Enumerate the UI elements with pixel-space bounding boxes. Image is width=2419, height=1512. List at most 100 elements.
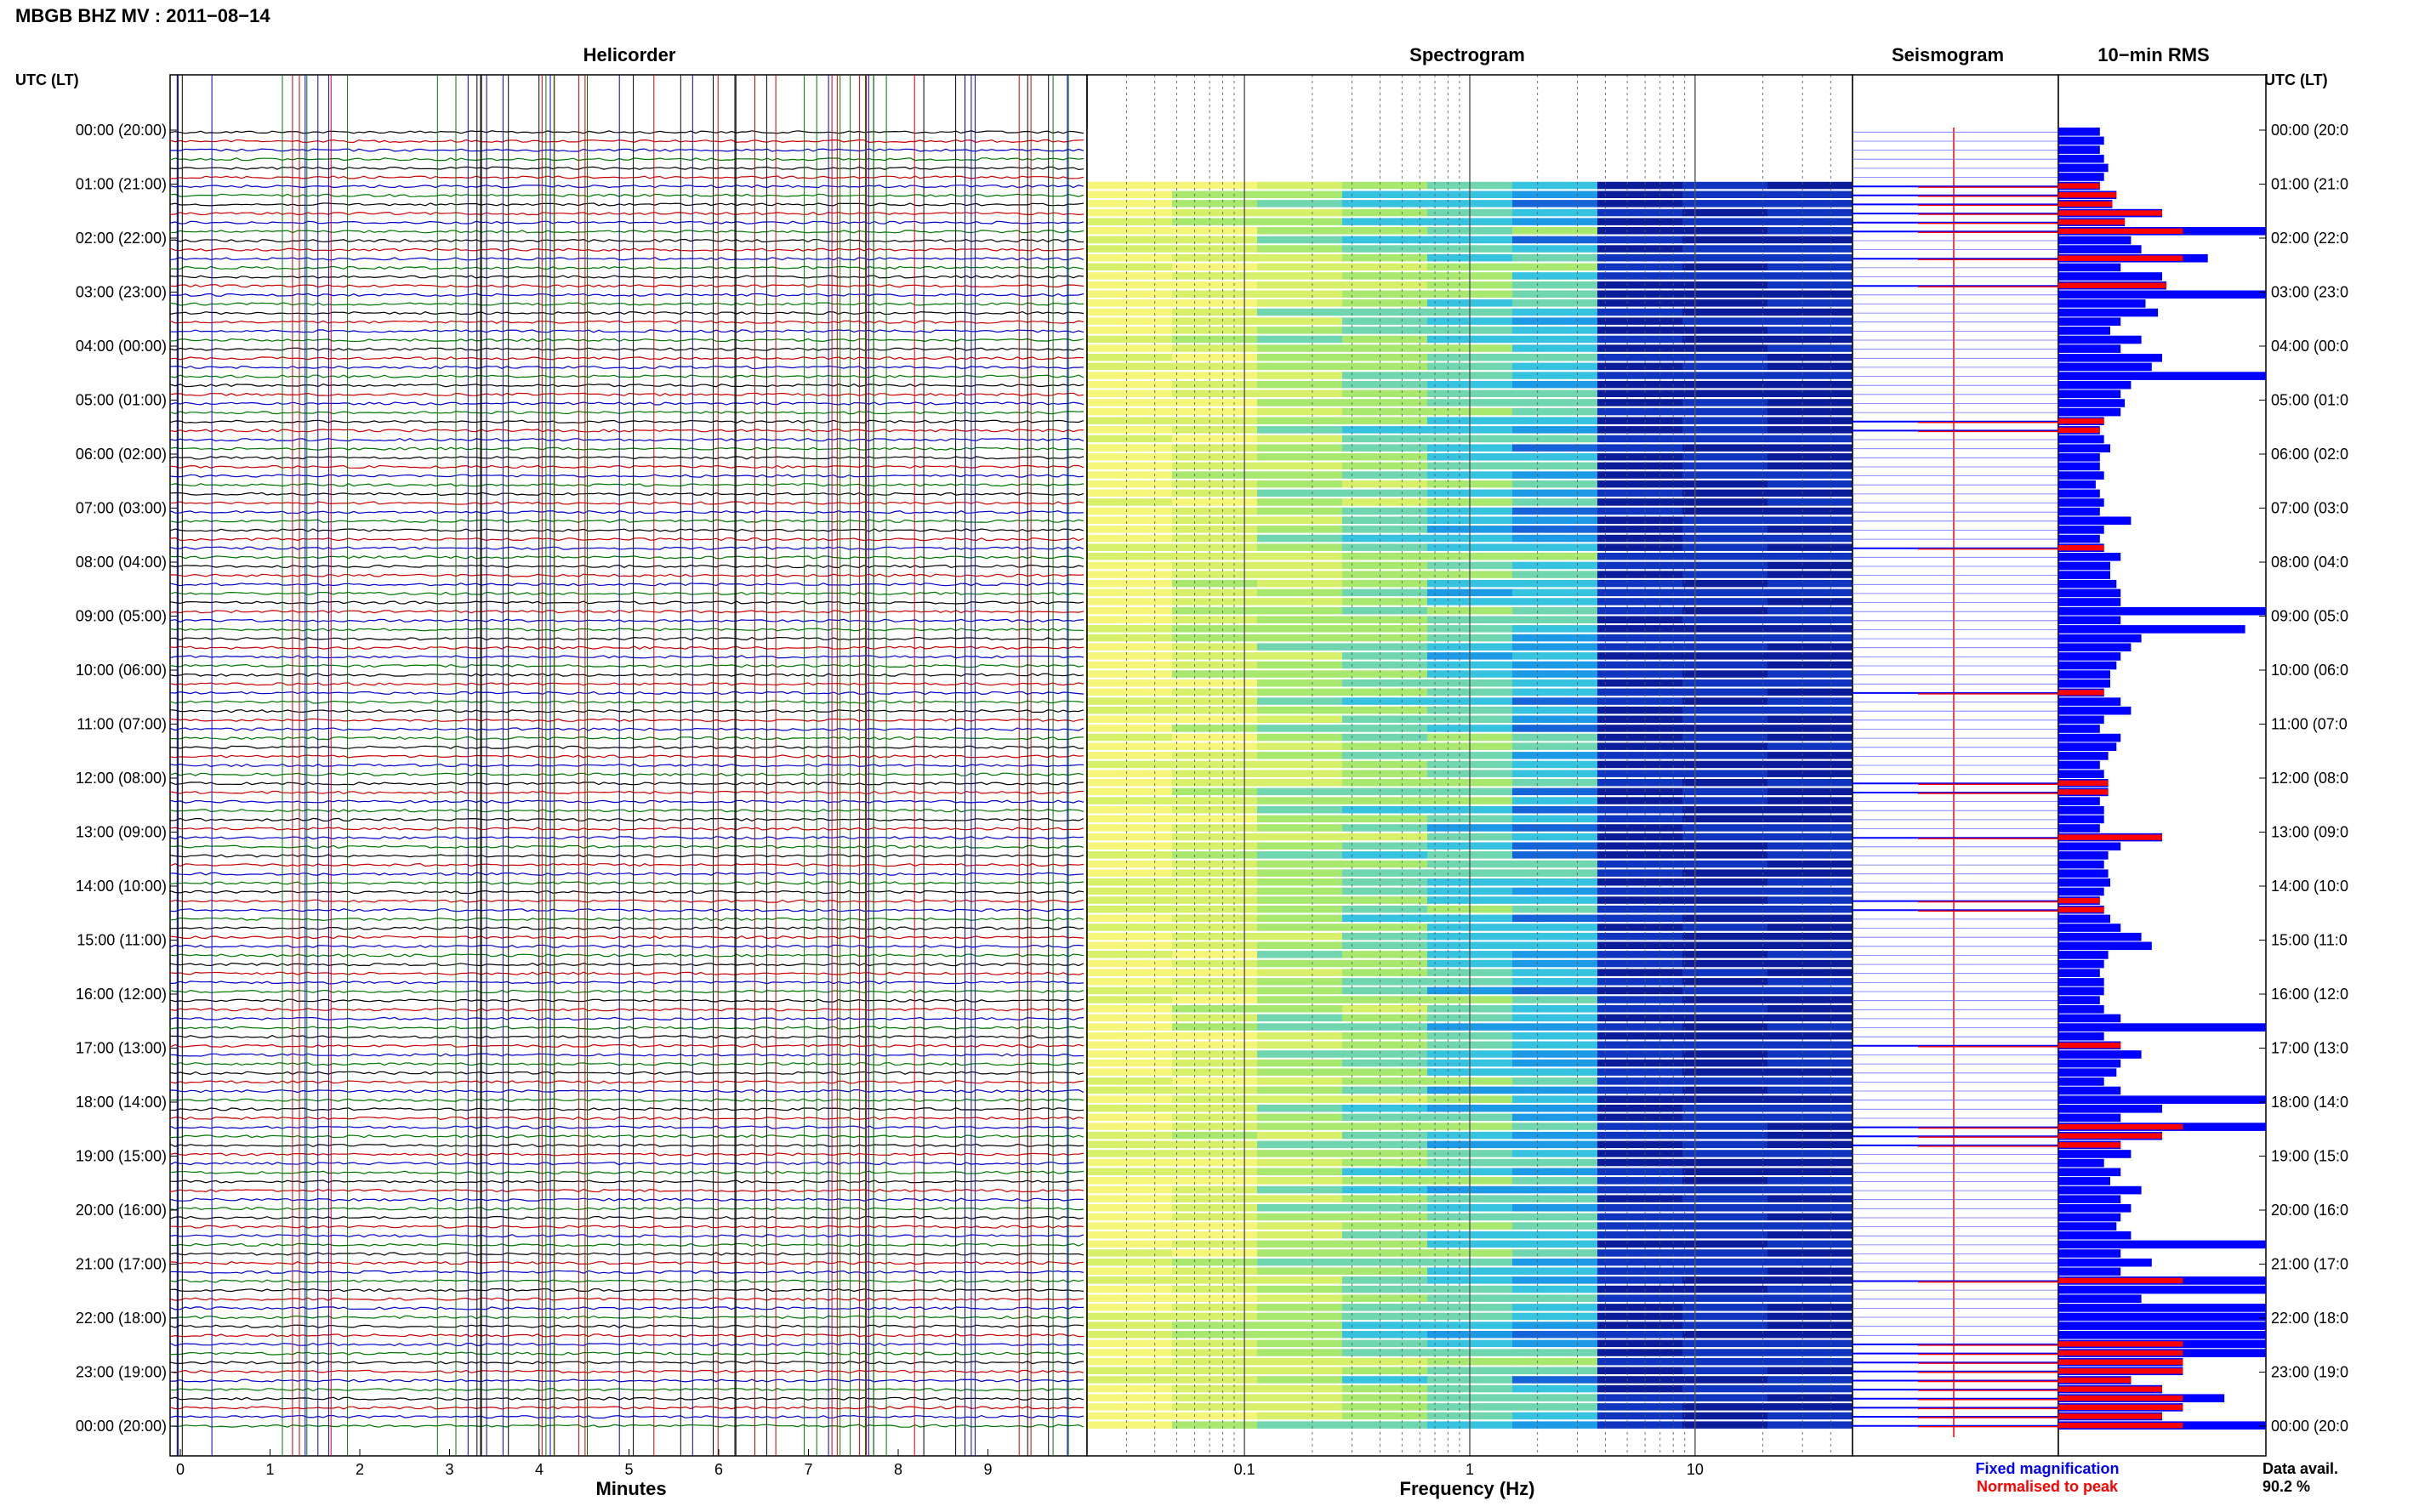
spectrogram-cell [1512,571,1598,578]
spectrogram-cell [1597,317,1683,325]
spectrogram-cell [1342,1195,1428,1202]
spectrogram-cell [1767,688,1853,696]
spectrogram-cell [1257,606,1343,615]
rms-bar [2058,1086,2121,1095]
helicorder-panel [169,74,1088,1457]
spectrogram-cell [1767,896,1853,904]
spectrogram-cell [1257,1394,1343,1401]
spectrogram-cell [1172,208,1258,217]
spectrogram-cell [1512,1312,1598,1321]
spectrogram-cell [1682,1068,1768,1076]
spectrogram-cell [1597,652,1683,660]
spectrogram-cell [1172,941,1258,949]
spectrogram-cell [1172,815,1258,823]
spectrogram-cell [1767,606,1853,615]
spectrogram-cell [1087,652,1173,660]
spectrogram-cell [1087,670,1173,678]
rms-bar [2058,643,2132,651]
spectrogram-cell [1257,417,1343,424]
spectrogram-cell [1597,797,1683,804]
spectrogram-cell [1682,779,1768,787]
spectrogram-cell [1342,914,1428,923]
spectrogram-cell [1257,1276,1343,1284]
spectrogram-cell [1257,253,1343,262]
spectrogram-cell [1172,996,1258,1003]
spectrogram-cell [1597,1059,1683,1067]
spectrogram-cell [1342,1086,1428,1094]
rms-peak-bar [2058,1413,2162,1419]
spectrogram-cell [1257,752,1343,759]
spectrogram-cell [1767,878,1853,886]
spectrogram-cell [1682,200,1768,207]
spectrogram-cell [1597,760,1683,769]
spectrogram-cell [1342,760,1428,769]
spectrogram-cell [1597,399,1683,406]
spectrogram-cell [1257,344,1343,352]
spectrogram-cell [1597,1258,1683,1266]
spectrogram-cell [1257,797,1343,804]
rms-peak-bar [2058,1350,2183,1356]
spectrogram-cell [1342,426,1428,434]
frequency-axis-label: Frequency (Hz) [1400,1478,1535,1499]
spectrogram-cell [1087,715,1173,723]
spectrogram-cell [1172,1367,1258,1374]
spectrogram-cell [1767,1059,1853,1067]
minutes-tick-label: 4 [535,1461,544,1478]
spectrogram-cell [1342,996,1428,1003]
spectrogram-cell [1597,742,1683,750]
spectrogram-cell [1767,959,1853,968]
spectrogram-cell [1597,489,1683,497]
spectrogram-cell [1512,652,1598,660]
spectrogram-cell [1087,606,1173,615]
spectrogram-cell [1172,1339,1258,1348]
spectrogram-cell [1767,697,1853,705]
spectrogram-cell [1172,969,1258,976]
spectrogram-cell [1342,1421,1428,1429]
spectrogram-cell [1172,661,1258,669]
spectrogram-cell [1767,1005,1853,1013]
figure-title: MBGB BHZ MV : 2011−08−14 [15,5,270,26]
spectrogram-cell [1172,951,1258,958]
spectrogram-cell [1087,327,1173,334]
spectrogram-cell [1342,272,1428,280]
spectrogram-cell [1512,498,1598,506]
spectrogram-cell [1767,941,1853,949]
spectrogram-cell [1512,787,1598,796]
spectrogram-cell [1087,218,1173,225]
spectrogram-cell [1087,878,1173,886]
spectrogram-cell [1342,715,1428,723]
rms-bar [2058,1014,2121,1023]
spectrogram-cell [1767,752,1853,759]
spectrogram-cell [1257,634,1343,642]
spectrogram-cell [1257,553,1343,560]
spectrogram-cell [1597,688,1683,696]
rms-peak-bar [2058,210,2162,216]
rms-bar [2058,616,2121,625]
spectrogram-cell [1682,399,1768,406]
frequency-tick-label: 1 [1466,1461,1474,1478]
spectrogram-cell [1767,815,1853,823]
spectrogram-cell [1682,878,1768,886]
spectrogram-cell [1512,1204,1598,1212]
rms-bar [2058,606,2266,616]
spectrogram-cell [1087,1041,1173,1049]
spectrogram-cell [1087,308,1173,316]
spectrogram-cell [1512,1177,1598,1185]
spectrogram-cell [1172,1204,1258,1212]
spectrogram-cell [1342,1177,1428,1185]
spectrogram-cell [1172,932,1258,941]
spectrogram-cell [1597,1312,1683,1321]
spectrogram-cell [1597,1095,1683,1103]
spectrogram-cell [1257,1376,1343,1384]
spectrogram-cell [1257,208,1343,217]
spectrogram-cell [1257,489,1343,497]
spectrogram-cell [1682,1384,1768,1393]
spectrogram-cell [1087,959,1173,968]
spectrogram-cell [1597,253,1683,262]
spectrogram-cell [1087,1349,1173,1356]
spectrogram-cell [1597,679,1683,687]
spectrogram-cell [1597,959,1683,968]
spectrogram-cell [1087,372,1173,379]
spectrogram-cell [1682,588,1768,597]
spectrogram-cell [1767,1376,1853,1384]
